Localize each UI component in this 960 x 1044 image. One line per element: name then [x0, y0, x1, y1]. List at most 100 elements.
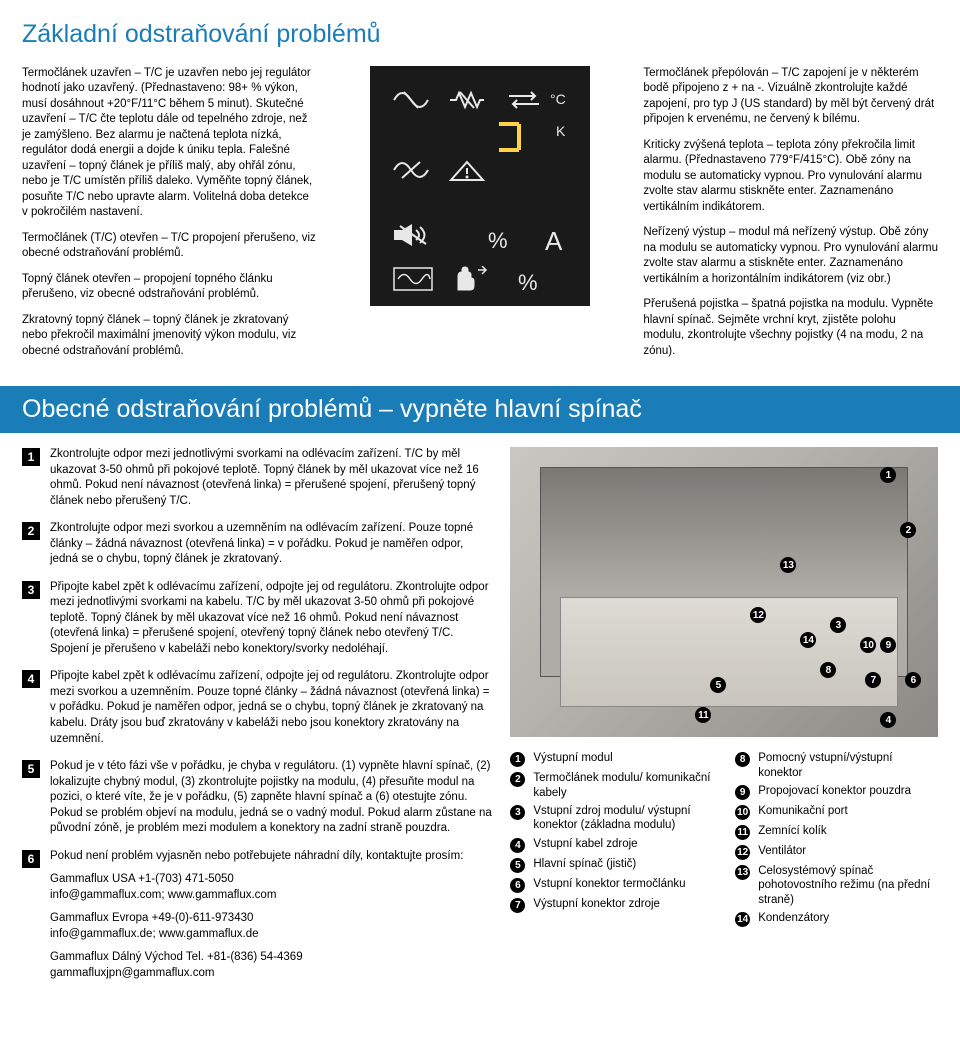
- photo-callout: 2: [900, 522, 916, 538]
- contact-line: Gammaflux USA +1-(703) 471-5050 info@gam…: [50, 872, 492, 903]
- legend-text: Vstupní zdroj modulu/ výstupní konektor …: [533, 804, 713, 833]
- photo-callout: 11: [695, 707, 711, 723]
- legend-number: 8: [735, 752, 750, 767]
- legend-item: 14 Kondenzátory: [735, 911, 938, 927]
- legend-number: 9: [735, 785, 750, 800]
- legend-number: 13: [735, 865, 750, 880]
- legend-text: Propojovací konektor pouzdra: [758, 784, 938, 798]
- step-row: 5 Pokud je v této fázi vše v pořádku, je …: [22, 759, 492, 839]
- legend-text: Výstupní konektor zdroje: [533, 897, 713, 911]
- top-col-left: Termočlánek uzavřen – T/C je uzavřen neb…: [22, 66, 317, 370]
- photo-callout: 6: [905, 672, 921, 688]
- legend-col-right: 8 Pomocný vstupní/výstupní konektor 9 Propo…: [735, 751, 938, 931]
- legend-item: 4Vstupní kabel zdroje: [510, 837, 713, 853]
- legend-item: 6 Vstupní konektor termočlánku: [510, 877, 713, 893]
- step-text: Pokud je v této fázi vše v pořádku, je c…: [50, 759, 492, 839]
- legend-text: Pomocný vstupní/výstupní konektor: [758, 751, 938, 780]
- legend-number: 10: [735, 805, 750, 820]
- swap-icon: [505, 90, 543, 110]
- step-number: 6: [22, 850, 40, 868]
- legend-item: 7 Výstupní konektor zdroje: [510, 897, 713, 913]
- legend-text: Komunikační port: [758, 804, 938, 818]
- para: Neřízený výstup – modul má neřízený výst…: [643, 225, 938, 287]
- amp-label: A: [545, 224, 562, 259]
- legend-item: 12 Ventilátor: [735, 844, 938, 860]
- step-text: Zkontrolujte odpor mezi svorkou a uzemně…: [50, 521, 492, 570]
- legend-number: 11: [735, 825, 750, 840]
- legend-item: 2 Termočlánek modulu/ komunikační kabely: [510, 771, 713, 800]
- step-number: 3: [22, 581, 40, 599]
- step-number: 1: [22, 448, 40, 466]
- steps-column: 1 Zkontrolujte odpor mezi jednotlivými sv…: [22, 447, 492, 999]
- para: Termočlánek uzavřen – T/C je uzavřen neb…: [22, 66, 317, 221]
- para: Zkratovný topný článek – topný článek je…: [22, 313, 317, 360]
- legend-col-left: 1 Výstupní modul 2 Termočlánek modulu/ komu…: [510, 751, 713, 931]
- legend-text: Kondenzátory: [758, 911, 938, 925]
- hand-icon: [448, 266, 490, 292]
- legend-item: 10 Komunikační port: [735, 804, 938, 820]
- top-section: Termočlánek uzavřen – T/C je uzavřen neb…: [22, 66, 938, 370]
- legend-text: Vstupní konektor termočlánku: [533, 877, 713, 891]
- para: Topný článek otevřen – propojení topného…: [22, 272, 317, 303]
- step-row: 3 Připojte kabel zpět k odlévacímu zaříze…: [22, 580, 492, 660]
- top-col-right: Termočlánek přepólován – T/C zapojení je…: [643, 66, 938, 370]
- wave-box-icon: [392, 266, 434, 292]
- resistor-icon: [448, 90, 486, 110]
- legend-number: 4: [510, 838, 525, 853]
- step-row: 4 Připojte kabel zpět k odlévacímu zaříze…: [22, 669, 492, 749]
- legend-number: 7: [510, 898, 525, 913]
- deg-c-label: °C: [550, 90, 566, 109]
- legend-text: Zemnící kolík: [758, 824, 938, 838]
- legend-number: 2: [510, 772, 525, 787]
- speaker-icon: [392, 222, 434, 248]
- legend-item: 1 Výstupní modul: [510, 751, 713, 767]
- legend-text: Ventilátor: [758, 844, 938, 858]
- seven-seg: [495, 120, 543, 154]
- sine2-icon: [392, 160, 430, 180]
- legend-item: 9 Propojovací konektor pouzdra: [735, 784, 938, 800]
- contact-line: Gammaflux Evropa +49-(0)-611-973430 info…: [50, 911, 492, 942]
- device-photo: 1213123141098675114: [510, 447, 938, 737]
- step-number: 4: [22, 670, 40, 688]
- step-row: 1 Zkontrolujte odpor mezi jednotlivými sv…: [22, 447, 492, 511]
- legend-number: 12: [735, 845, 750, 860]
- legend-text: Celosystémový spínač pohotovostního reži…: [758, 864, 938, 907]
- step-row: 2 Zkontrolujte odpor mezi svorkou a uzemn…: [22, 521, 492, 570]
- legend-item: 13 Celosystémový spínač pohotovostního re…: [735, 864, 938, 907]
- legend-number: 1: [510, 752, 525, 767]
- step-text: Zkontrolujte odpor mezi jednotlivými svo…: [50, 447, 492, 511]
- front-panel-shape: [560, 597, 898, 707]
- photo-callout: 12: [750, 607, 766, 623]
- photo-callout: 13: [780, 557, 796, 573]
- legend-item: 11 Zemnící kolík: [735, 824, 938, 840]
- sine-icon: [392, 90, 430, 110]
- legend-item: 8 Pomocný vstupní/výstupní konektor: [735, 751, 938, 780]
- k-label: K: [556, 122, 565, 141]
- percent-label: %: [488, 226, 508, 256]
- photo-callout: 14: [800, 632, 816, 648]
- legend-number: 14: [735, 912, 750, 927]
- lcd-panel: °C K % A %: [370, 66, 590, 306]
- step-text: Připojte kabel zpět k odlévacímu zařízen…: [50, 669, 492, 749]
- legend-number: 3: [510, 805, 525, 820]
- contact-line: Gammaflux Dálný Východ Tel. +81-(836) 54…: [50, 950, 492, 981]
- step-text: Připojte kabel zpět k odlévacímu zařízen…: [50, 580, 492, 660]
- para: Termočlánek (T/C) otevřen – T/C propojen…: [22, 231, 317, 262]
- legend-number: 5: [510, 858, 525, 873]
- legend-text: Hlavní spínač (jistič): [533, 857, 713, 871]
- warning-icon: [448, 160, 486, 182]
- step-number: 5: [22, 760, 40, 778]
- page-title: Základní odstraňování problémů: [22, 18, 938, 52]
- legend-text: Výstupní modul: [533, 751, 713, 765]
- step-number: 2: [22, 522, 40, 540]
- step-text: Pokud není problém vyjasněn nebo potřebu…: [50, 849, 492, 990]
- step-row: 6 Pokud není problém vyjasněn nebo potřeb…: [22, 849, 492, 990]
- legend-text: Termočlánek modulu/ komunikační kabely: [533, 771, 713, 800]
- legend: 1 Výstupní modul 2 Termočlánek modulu/ komu…: [510, 751, 938, 931]
- top-col-center: °C K % A %: [333, 66, 628, 370]
- para: Kriticky zvýšená teplota – teplota zóny …: [643, 138, 938, 216]
- percent2-label: %: [518, 268, 538, 298]
- legend-number: 6: [510, 878, 525, 893]
- para: Přerušená pojistka – špatná pojistka na …: [643, 297, 938, 359]
- para: Termočlánek přepólován – T/C zapojení je…: [643, 66, 938, 128]
